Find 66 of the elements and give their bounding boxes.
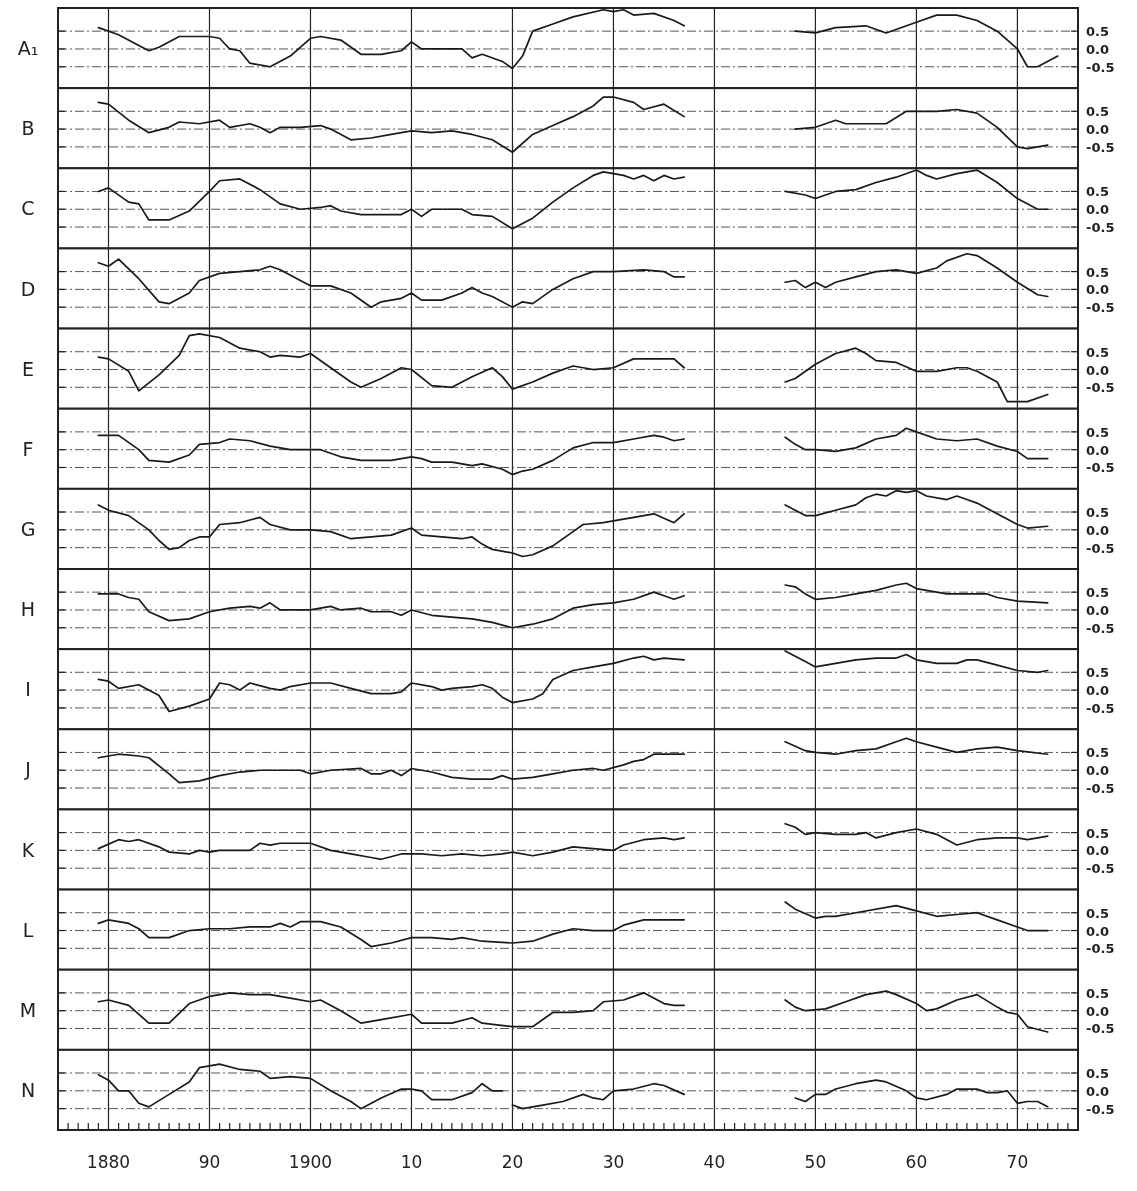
- y-tick-label: -0.5: [1086, 540, 1115, 556]
- x-tick-label: 60: [905, 1152, 928, 1172]
- x-tick-label: 10: [400, 1152, 423, 1172]
- y-tick-label: 0.5: [1086, 825, 1110, 841]
- y-tick-label: 0.5: [1086, 24, 1110, 40]
- x-tick-label: 40: [703, 1152, 726, 1172]
- y-tick-label: 0.5: [1086, 585, 1110, 601]
- y-tick-label: 0.0: [1086, 442, 1110, 458]
- y-axis-title: D: [20, 277, 36, 300]
- y-axis-title: E: [21, 357, 35, 380]
- y-axis-title: F: [22, 437, 34, 460]
- y-tick-label: -0.5: [1086, 1021, 1115, 1037]
- y-tick-label: 0.0: [1086, 122, 1110, 138]
- x-tick-label: 90: [198, 1152, 221, 1172]
- y-tick-label: -0.5: [1086, 861, 1115, 877]
- y-tick-label: 0.5: [1086, 184, 1110, 200]
- y-tick-label: 0.0: [1086, 202, 1110, 218]
- y-tick-label: 0.0: [1086, 923, 1110, 939]
- y-axis-title: J: [24, 758, 31, 781]
- y-axis-title: C: [21, 197, 35, 220]
- y-tick-label: 0.5: [1086, 505, 1110, 521]
- y-tick-label: 0.5: [1086, 665, 1110, 681]
- y-tick-label: -0.5: [1086, 620, 1115, 636]
- y-axis-title: M: [19, 998, 37, 1021]
- y-axis-title: K: [21, 838, 35, 861]
- y-tick-label: 0.5: [1086, 985, 1110, 1001]
- y-tick-label: 0.0: [1086, 1083, 1110, 1099]
- y-tick-label: -0.5: [1086, 700, 1115, 716]
- y-tick-label: 0.5: [1086, 1066, 1110, 1082]
- x-tick-label: 70: [1006, 1152, 1029, 1172]
- x-tick-label: 50: [804, 1152, 827, 1172]
- y-tick-label: -0.5: [1086, 941, 1115, 957]
- y-tick-label: 0.0: [1086, 683, 1110, 699]
- y-tick-label: 0.5: [1086, 264, 1110, 280]
- y-axis-title: L: [22, 918, 34, 941]
- x-tick-label: 1900: [288, 1152, 333, 1172]
- y-tick-label: 0.0: [1086, 522, 1110, 538]
- y-tick-label: 0.0: [1086, 763, 1110, 779]
- y-tick-label: 0.5: [1086, 344, 1110, 360]
- y-tick-label: -0.5: [1086, 300, 1115, 316]
- x-tick-label: 20: [501, 1152, 524, 1172]
- x-tick-label: 1880: [86, 1152, 131, 1172]
- y-tick-label: 0.0: [1086, 282, 1110, 298]
- y-tick-label: 0.5: [1086, 424, 1110, 440]
- y-axis-title: B: [21, 117, 35, 140]
- y-axis-title: G: [20, 517, 36, 540]
- y-axis-title: A₁: [17, 37, 39, 60]
- y-tick-label: -0.5: [1086, 220, 1115, 236]
- x-tick-label: 30: [602, 1152, 625, 1172]
- y-tick-label: 0.5: [1086, 745, 1110, 761]
- y-axis-title: N: [20, 1078, 36, 1101]
- y-axis-title: H: [20, 598, 36, 621]
- y-tick-label: 0.5: [1086, 905, 1110, 921]
- y-tick-label: -0.5: [1086, 139, 1115, 155]
- y-tick-label: -0.5: [1086, 380, 1115, 396]
- y-tick-label: 0.0: [1086, 843, 1110, 859]
- y-tick-label: -0.5: [1086, 781, 1115, 797]
- y-tick-label: 0.0: [1086, 1003, 1110, 1019]
- y-tick-label: -0.5: [1086, 460, 1115, 476]
- y-tick-label: -0.5: [1086, 59, 1115, 75]
- y-tick-label: 0.5: [1086, 104, 1110, 120]
- y-tick-label: 0.0: [1086, 362, 1110, 378]
- y-tick-label: -0.5: [1086, 1101, 1115, 1117]
- y-tick-label: 0.0: [1086, 602, 1110, 618]
- y-axis-title: I: [25, 678, 31, 701]
- y-tick-label: 0.0: [1086, 41, 1110, 57]
